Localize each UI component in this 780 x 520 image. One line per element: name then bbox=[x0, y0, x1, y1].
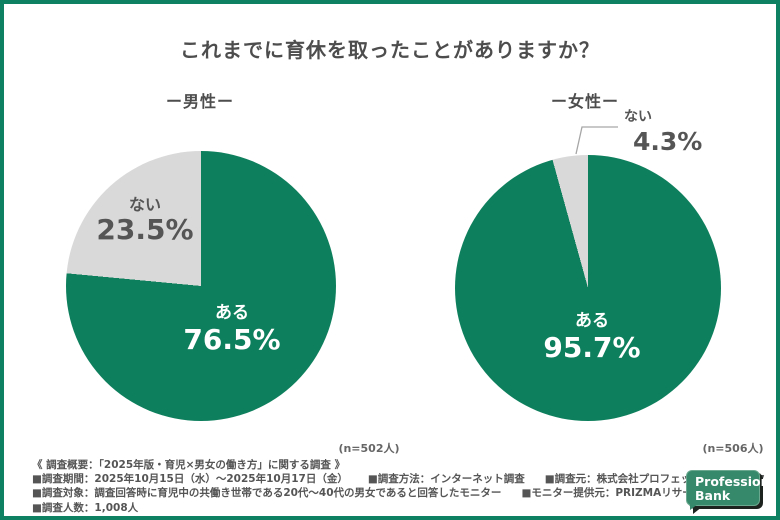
survey-method: ■調査方法：インターネット調査 bbox=[367, 473, 525, 486]
survey-notes-row-2: ■調査対象：調査回答時に育児中の共働き世帯である20代～40代の男女であると回答… bbox=[32, 486, 703, 500]
female-yes-label: ある bbox=[575, 311, 609, 331]
male-no-slice-label: ない 23.5% bbox=[78, 195, 212, 247]
survey-target: ■調査対象：調査回答時に育児中の共働き世帯である20代～40代の男女であると回答… bbox=[32, 487, 502, 500]
professional-bank-logo: Professional Bank bbox=[686, 470, 780, 506]
male-sample-size: (n=502人) bbox=[338, 442, 400, 455]
female-no-label: ない bbox=[624, 109, 652, 125]
male-no-value: 23.5% bbox=[96, 213, 194, 247]
pie-chart-male bbox=[66, 151, 336, 421]
survey-overview-heading-row: 《 調査概要：「2025年版・育児×男女の働き方」に関する調査 》 bbox=[32, 458, 672, 472]
female-yes-slice-label: ある 95.7% bbox=[517, 311, 667, 364]
male-no-label: ない bbox=[128, 195, 161, 214]
survey-notes-row-1: ■調査期間：2025年10月15日（水）～2025年10月17日（金） ■調査方… bbox=[32, 472, 765, 486]
female-yes-value: 95.7% bbox=[543, 330, 641, 364]
page-title: これまでに育休を取ったことがありますか？ bbox=[180, 38, 600, 62]
survey-overview-heading: 《 調査概要：「2025年版・育児×男女の働き方」に関する調査 》 bbox=[32, 459, 346, 471]
female-sample-size: (n=506人) bbox=[702, 442, 764, 455]
survey-notes-row-3: ■調査人数：1,008人 bbox=[32, 501, 672, 515]
survey-participants: ■調査人数：1,008人 bbox=[32, 501, 139, 514]
survey-monitor-provider: ■モニター提供元：PRIZMAリサーチ bbox=[521, 487, 704, 500]
survey-notes: 《 調査概要：「2025年版・育児×男女の働き方」に関する調査 》 ■調査期間：… bbox=[32, 458, 765, 515]
logo-tail bbox=[690, 501, 702, 510]
female-no-value: 4.3% bbox=[633, 127, 703, 156]
chart-header-female: ー女性ー bbox=[550, 92, 619, 111]
logo-text-line1: Professional bbox=[695, 474, 780, 489]
male-yes-value: 76.5% bbox=[183, 322, 281, 356]
male-yes-slice-label: ある 76.5% bbox=[157, 303, 307, 356]
pie-chart-female bbox=[455, 155, 721, 421]
chart-header-male: ー男性ー bbox=[165, 92, 234, 111]
leader-line bbox=[575, 126, 618, 155]
logo-text-line2: Bank bbox=[695, 488, 731, 504]
male-yes-label: ある bbox=[215, 303, 249, 323]
survey-period: ■調査期間：2025年10月15日（水）～2025年10月17日（金） bbox=[32, 473, 348, 486]
